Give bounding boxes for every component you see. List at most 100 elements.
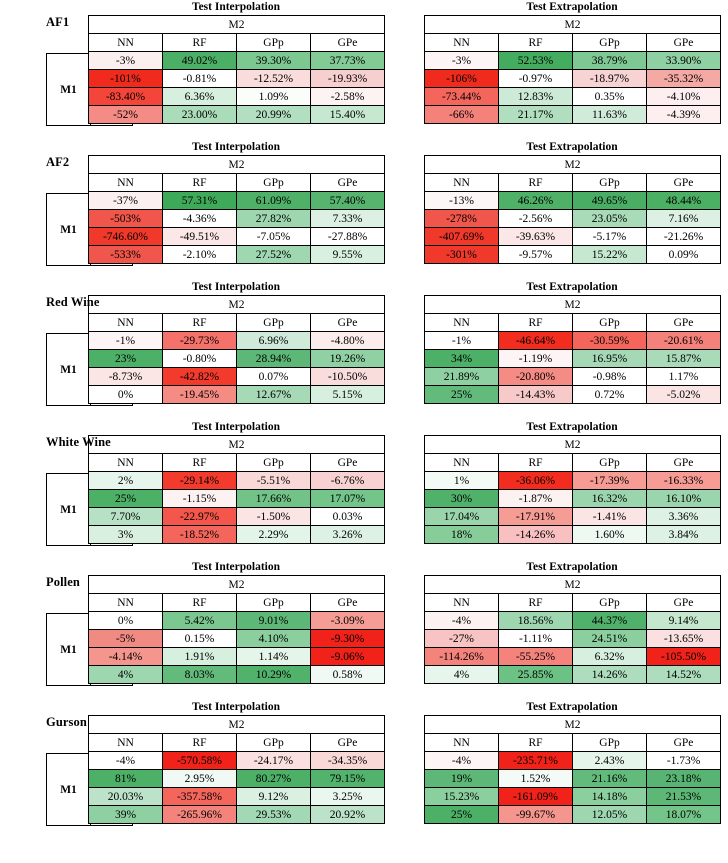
dataset-block-gurson: GursonM1NNRFGPpGPeTest InterpolationM2NN… [0, 700, 728, 840]
cell-gpp-gpp: 14.18% [572, 787, 647, 806]
table-half-extrapolation: Test Extrapolation M2 NN RF GPp GPe -3% 52.53% 3… [423, 0, 722, 124]
matrix-table-interpolation: M2 NN RF GPp GPe -37% 57.31% 61.09% 57.40% -503% -… [87, 155, 386, 264]
column-header-nn: NN [88, 33, 163, 52]
cell-nn-nn: -37% [88, 191, 163, 210]
cell-nn-gpp: 9.01% [236, 611, 311, 630]
m2-header-row: M2 [423, 715, 722, 734]
matrix-table-interpolation: M2 NN RF GPp GPe 0% 5.42% 9.01% -3.09% -5% 0.15% 4.… [87, 575, 386, 684]
m1-header-label: M1 [46, 473, 91, 546]
cell-nn-nn: -4% [424, 751, 499, 770]
table-row: 3% -18.52% 2.29% 3.26% [88, 525, 386, 544]
table-half-interpolation: Test Interpolation M2 NN RF GPp GPe 2% -29.14% -… [87, 420, 386, 544]
cell-nn-rf: -29.14% [162, 471, 237, 490]
cell-rf-rf: -4.36% [162, 209, 237, 228]
cell-nn-gpe: -1.73% [645, 751, 722, 770]
cell-rf-gpe: 16.10% [645, 489, 722, 508]
cell-rf-nn: -503% [88, 209, 163, 228]
cell-gpe-nn: 18% [424, 525, 499, 544]
m2-header-label: M2 [87, 295, 386, 314]
dataset-block-white-wine: White WineM1NNRFGPpGPeTest Interpolation… [0, 420, 728, 560]
table-row: 20.03% -357.58% 9.12% 3.25% [88, 787, 386, 806]
method-header-row: NN RF GPp GPe [88, 453, 386, 472]
column-header-nn: NN [424, 453, 499, 472]
cell-gpp-gpe: -2.58% [309, 87, 386, 106]
cell-nn-rf: 57.31% [162, 191, 237, 210]
table-row: 19% 1.52% 21.16% 23.18% [424, 769, 722, 788]
cell-nn-gpe: 37.73% [309, 51, 386, 70]
table-row: -27% -1.11% 24.51% -13.65% [424, 629, 722, 648]
cell-gpp-gpp: 0.07% [236, 367, 311, 386]
table-row: 23% -0.80% 28.94% 19.26% [88, 349, 386, 368]
cell-rf-gpe: 15.87% [645, 349, 722, 368]
cell-nn-gpp: 38.79% [572, 51, 647, 70]
column-header-gpp: GPp [236, 733, 311, 752]
column-header-gpp: GPp [236, 593, 311, 612]
m2-header-row: M2 [87, 575, 386, 594]
m2-header-label: M2 [87, 15, 386, 34]
cell-gpe-gpe: 0.58% [309, 665, 386, 684]
m2-header-row: M2 [423, 575, 722, 594]
cell-nn-gpe: -6.76% [309, 471, 386, 490]
cell-rf-gpp: 80.27% [236, 769, 311, 788]
cell-gpe-nn: 3% [88, 525, 163, 544]
cell-gpe-nn: 4% [424, 665, 499, 684]
cell-gpe-gpe: 5.15% [309, 385, 386, 404]
table-row: -83.40% 6.36% 1.09% -2.58% [88, 87, 386, 106]
column-header-gpe: GPe [645, 453, 722, 472]
table-caption-interpolation: Test Interpolation [191, 421, 281, 433]
cell-rf-gpe: 19.26% [309, 349, 386, 368]
table-row: -533% -2.10% 27.52% 9.55% [88, 245, 386, 264]
matrix-table-extrapolation: M2 NN RF GPp GPe -1% -46.64% -30.59% -20.61% 34% -… [423, 295, 722, 404]
dataset-name-label: AF1 [46, 15, 70, 29]
column-header-rf: RF [498, 733, 573, 752]
m2-header-row: M2 [87, 15, 386, 34]
cell-gpp-rf: -39.63% [498, 227, 573, 246]
cell-gpp-gpe: -9.06% [309, 647, 386, 666]
table-row: -4% 18.56% 44.37% 9.14% [424, 611, 722, 630]
method-header-row: NN RF GPp GPe [424, 173, 722, 192]
cell-rf-nn: 19% [424, 769, 499, 788]
cell-nn-gpp: 61.09% [236, 191, 311, 210]
table-caption-extrapolation: Test Extrapolation [526, 561, 618, 573]
table-half-interpolation: Test Interpolation M2 NN RF GPp GPe -1% -29.73%… [87, 280, 386, 404]
cell-nn-nn: -1% [88, 331, 163, 350]
cell-gpe-rf: -9.57% [498, 245, 573, 264]
table-row: -4.14% 1.91% 1.14% -9.06% [88, 647, 386, 666]
cell-gpe-nn: -66% [424, 105, 499, 124]
cell-rf-gpp: 21.16% [572, 769, 647, 788]
cell-gpe-nn: -533% [88, 245, 163, 264]
table-row: -5% 0.15% 4.10% -9.30% [88, 629, 386, 648]
column-header-nn: NN [88, 733, 163, 752]
cell-gpe-gpp: 29.53% [236, 805, 311, 824]
column-header-rf: RF [498, 313, 573, 332]
cell-rf-gpp: -12.52% [236, 69, 311, 88]
cell-gpe-rf: -99.67% [498, 805, 573, 824]
cell-rf-rf: -0.80% [162, 349, 237, 368]
matrix-table-extrapolation: M2 NN RF GPp GPe 1% -36.06% -17.39% -16.33% 30% -1… [423, 435, 722, 544]
cell-gpe-rf: -18.52% [162, 525, 237, 544]
table-row: 0% 5.42% 9.01% -3.09% [88, 611, 386, 630]
cell-nn-rf: 52.53% [498, 51, 573, 70]
m1-header-label: M1 [46, 193, 91, 266]
column-header-gpp: GPp [572, 733, 647, 752]
m2-header-row: M2 [87, 155, 386, 174]
cell-gpp-rf: -22.97% [162, 507, 237, 526]
table-row: 1% -36.06% -17.39% -16.33% [424, 471, 722, 490]
m2-header-label: M2 [87, 575, 386, 594]
cell-gpe-gpe: 9.55% [309, 245, 386, 264]
column-header-gpp: GPp [236, 173, 311, 192]
m2-header-row: M2 [87, 715, 386, 734]
cell-gpp-gpe: -105.50% [645, 647, 722, 666]
cell-nn-gpp: 44.37% [572, 611, 647, 630]
cell-gpe-nn: 4% [88, 665, 163, 684]
table-row: 21.89% -20.80% -0.98% 1.17% [424, 367, 722, 386]
m2-header-label: M2 [423, 435, 722, 454]
column-header-rf: RF [498, 593, 573, 612]
cell-gpe-rf: -14.26% [498, 525, 573, 544]
table-caption-interpolation: Test Interpolation [191, 561, 281, 573]
cell-rf-gpe: 7.33% [309, 209, 386, 228]
m2-header-label: M2 [423, 575, 722, 594]
table-row: -66% 21.17% 11.63% -4.39% [424, 105, 722, 124]
table-row: -4% -570.58% -24.17% -34.35% [88, 751, 386, 770]
cell-gpe-rf: 23.00% [162, 105, 237, 124]
